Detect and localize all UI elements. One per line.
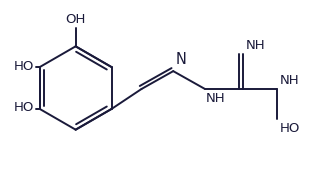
Text: OH: OH: [66, 13, 86, 27]
Text: NH: NH: [246, 39, 265, 52]
Text: NH: NH: [280, 74, 299, 87]
Text: HO: HO: [14, 101, 35, 114]
Text: NH: NH: [206, 92, 226, 105]
Text: HO: HO: [14, 60, 35, 73]
Text: N: N: [175, 52, 186, 67]
Text: HO: HO: [280, 122, 300, 135]
